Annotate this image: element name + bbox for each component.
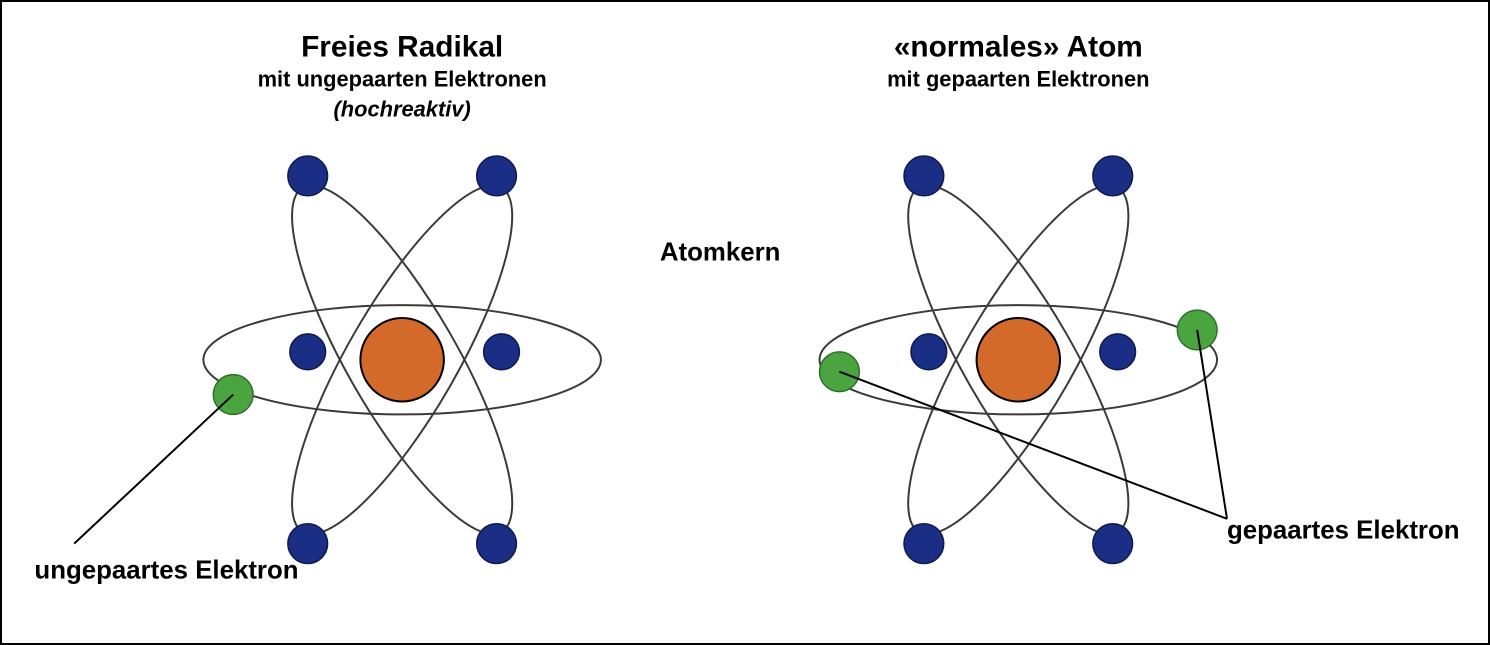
- right-title-sub: mit gepaarten Elektronen: [887, 66, 1149, 91]
- left-atom-electron-0: [288, 156, 328, 196]
- left-atom-electron-4: [290, 334, 326, 370]
- left-callout-label: ungepaartes Elektron: [34, 556, 298, 584]
- right-atom-electron-1: [1093, 156, 1133, 196]
- left-callout-line: [74, 395, 233, 544]
- right-atom-electron-4: [911, 334, 947, 370]
- right-atom-nucleus: [977, 318, 1060, 401]
- right-callout-label: gepaartes Elektron: [1227, 517, 1460, 545]
- center-atomkern-label: Atomkern: [660, 238, 781, 266]
- right-title-main: «normales» Atom: [894, 31, 1143, 64]
- left-title-main: Freies Radikal: [301, 31, 503, 64]
- diagram-frame: Freies Radikalmit ungepaarten Elektronen…: [0, 0, 1490, 645]
- right-atom-electron-5: [1100, 334, 1136, 370]
- diagram-svg: Freies Radikalmit ungepaarten Elektronen…: [2, 2, 1488, 643]
- right-callout-line-1: [1197, 330, 1227, 519]
- left-atom-electron-5: [484, 334, 520, 370]
- left-atom-nucleus: [360, 318, 443, 401]
- left-atom-electron-3: [477, 524, 517, 564]
- right-atom-electron-3: [1093, 524, 1133, 564]
- left-title-sub: mit ungepaarten Elektronen: [258, 66, 547, 91]
- right-atom-electron-0: [904, 156, 944, 196]
- right-atom-electron-2: [904, 524, 944, 564]
- left-atom-electron-1: [477, 156, 517, 196]
- left-title-note: (hochreaktiv): [334, 96, 471, 121]
